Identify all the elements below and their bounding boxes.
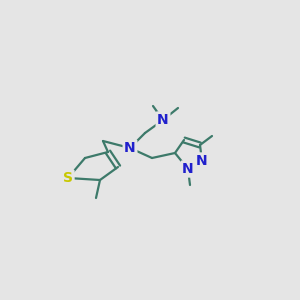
Text: N: N xyxy=(182,162,194,176)
Text: N: N xyxy=(124,141,136,155)
Text: N: N xyxy=(196,154,208,168)
Text: S: S xyxy=(63,171,73,185)
Text: N: N xyxy=(157,113,169,127)
